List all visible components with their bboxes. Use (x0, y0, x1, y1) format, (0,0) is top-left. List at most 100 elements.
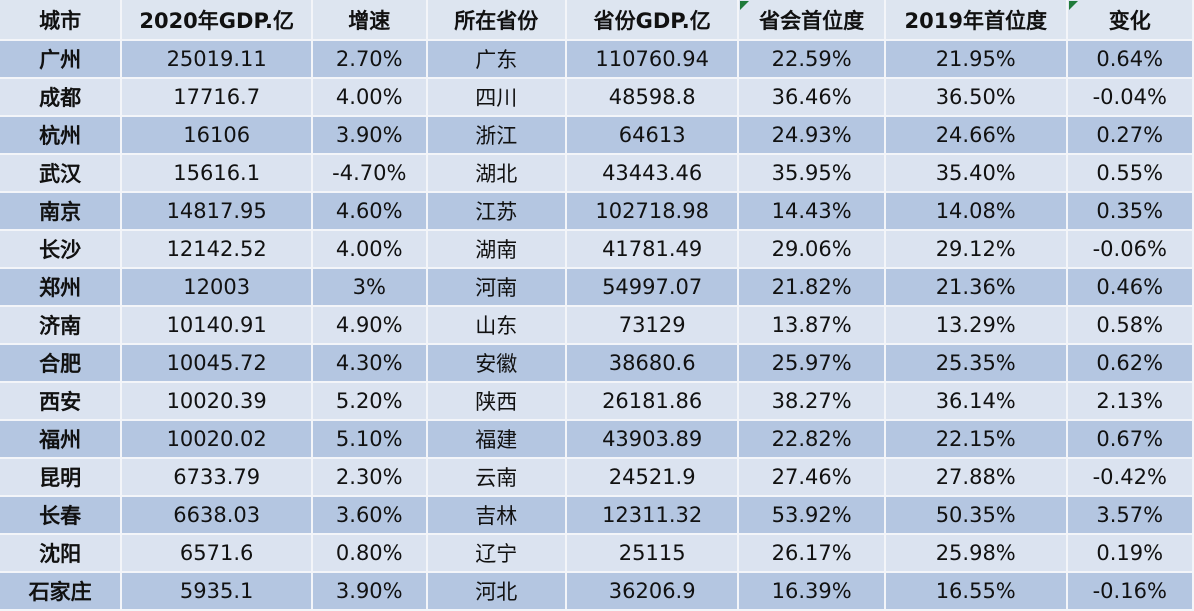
cell-province-gdp: 41781.49 (566, 231, 738, 267)
cell-city: 福州 (0, 421, 121, 457)
header-gdp-2020: 2020年GDP.亿 (122, 0, 311, 39)
cell-city: 合肥 (0, 345, 121, 381)
cell-city: 昆明 (0, 459, 121, 495)
cell-growth: 5.10% (312, 421, 426, 457)
cell-primacy: 24.93% (739, 117, 884, 153)
table-row: 沈阳 6571.6 0.80% 辽宁 25115 26.17% 25.98% 0.19% (0, 535, 1192, 571)
cell-primacy-2019: 16.55% (885, 573, 1066, 609)
cell-city: 南京 (0, 193, 121, 229)
cell-primacy-2019: 25.98% (885, 535, 1066, 571)
cell-growth: 2.70% (312, 41, 426, 77)
table-row: 石家庄 5935.1 3.90% 河北 36206.9 16.39% 16.55% -0.16… (0, 573, 1192, 609)
cell-city: 武汉 (0, 155, 121, 191)
cell-primacy: 16.39% (739, 573, 884, 609)
cell-primacy: 22.59% (739, 41, 884, 77)
cell-gdp-2020: 10140.91 (122, 307, 311, 343)
cell-primacy: 35.95% (739, 155, 884, 191)
cell-change: 0.46% (1067, 269, 1192, 305)
cell-growth: 3% (312, 269, 426, 305)
cell-province: 云南 (427, 459, 565, 495)
cell-gdp-2020: 10020.39 (122, 383, 311, 419)
cell-primacy-2019: 14.08% (885, 193, 1066, 229)
cell-primacy-2019: 22.15% (885, 421, 1066, 457)
cell-change: 0.67% (1067, 421, 1192, 457)
cell-growth: 0.80% (312, 535, 426, 571)
cell-province-gdp: 54997.07 (566, 269, 738, 305)
cell-province: 吉林 (427, 497, 565, 533)
header-growth: 增速 (312, 0, 426, 39)
table-row: 郑州 12003 3% 河南 54997.07 21.82% 21.36% 0.46% (0, 269, 1192, 305)
cell-change: -0.16% (1067, 573, 1192, 609)
cell-province: 江苏 (427, 193, 565, 229)
cell-primacy-2019: 27.88% (885, 459, 1066, 495)
cell-province: 安徽 (427, 345, 565, 381)
cell-primacy-2019: 25.35% (885, 345, 1066, 381)
cell-province: 福建 (427, 421, 565, 457)
header-change: 变化 (1067, 0, 1192, 39)
cell-change: 0.55% (1067, 155, 1192, 191)
cell-province-gdp: 43443.46 (566, 155, 738, 191)
cell-change: -0.06% (1067, 231, 1192, 267)
table-row: 合肥 10045.72 4.30% 安徽 38680.6 25.97% 25.35% 0.62… (0, 345, 1192, 381)
cell-province-gdp: 24521.9 (566, 459, 738, 495)
cell-change: -0.42% (1067, 459, 1192, 495)
cell-primacy: 38.27% (739, 383, 884, 419)
cell-growth: 3.90% (312, 573, 426, 609)
cell-growth: 4.60% (312, 193, 426, 229)
cell-growth: 3.90% (312, 117, 426, 153)
table-row: 南京 14817.95 4.60% 江苏 102718.98 14.43% 14.08% 0.… (0, 193, 1192, 229)
cell-gdp-2020: 12003 (122, 269, 311, 305)
cell-gdp-2020: 10020.02 (122, 421, 311, 457)
cell-gdp-2020: 12142.52 (122, 231, 311, 267)
cell-primacy-2019: 21.95% (885, 41, 1066, 77)
cell-province-gdp: 43903.89 (566, 421, 738, 457)
header-primacy: 省会首位度 (739, 0, 884, 39)
cell-primacy-2019: 36.50% (885, 79, 1066, 115)
cell-primacy-2019: 50.35% (885, 497, 1066, 533)
cell-change: 0.19% (1067, 535, 1192, 571)
header-primacy-2019: 2019年首位度 (885, 0, 1066, 39)
cell-primacy: 14.43% (739, 193, 884, 229)
cell-city: 石家庄 (0, 573, 121, 609)
cell-city: 广州 (0, 41, 121, 77)
header-city: 城市 (0, 0, 121, 39)
cell-city: 沈阳 (0, 535, 121, 571)
cell-city: 济南 (0, 307, 121, 343)
cell-primacy: 26.17% (739, 535, 884, 571)
cell-primacy: 13.87% (739, 307, 884, 343)
cell-province: 浙江 (427, 117, 565, 153)
cell-change: 0.58% (1067, 307, 1192, 343)
cell-primacy-2019: 13.29% (885, 307, 1066, 343)
cell-province: 陕西 (427, 383, 565, 419)
cell-province: 山东 (427, 307, 565, 343)
cell-growth: 4.90% (312, 307, 426, 343)
cell-primacy-2019: 24.66% (885, 117, 1066, 153)
cell-gdp-2020: 15616.1 (122, 155, 311, 191)
cell-growth: 4.00% (312, 79, 426, 115)
cell-province-gdp: 110760.94 (566, 41, 738, 77)
cell-city: 郑州 (0, 269, 121, 305)
cell-primacy-2019: 36.14% (885, 383, 1066, 419)
header-row: 城市 2020年GDP.亿 增速 所在省份 省份GDP.亿 省会首位度 2019… (0, 0, 1192, 39)
cell-province: 河北 (427, 573, 565, 609)
cell-province-gdp: 36206.9 (566, 573, 738, 609)
cell-change: 0.64% (1067, 41, 1192, 77)
cell-primacy: 22.82% (739, 421, 884, 457)
cell-change: 2.13% (1067, 383, 1192, 419)
cell-city: 杭州 (0, 117, 121, 153)
cell-province-gdp: 64613 (566, 117, 738, 153)
cell-growth: 5.20% (312, 383, 426, 419)
cell-city: 西安 (0, 383, 121, 419)
cell-primacy: 36.46% (739, 79, 884, 115)
cell-gdp-2020: 6638.03 (122, 497, 311, 533)
header-province: 所在省份 (427, 0, 565, 39)
cell-growth: -4.70% (312, 155, 426, 191)
cell-city: 长春 (0, 497, 121, 533)
cell-primacy-2019: 35.40% (885, 155, 1066, 191)
cell-province-gdp: 38680.6 (566, 345, 738, 381)
cell-change: 0.62% (1067, 345, 1192, 381)
cell-growth: 2.30% (312, 459, 426, 495)
cell-primacy-2019: 21.36% (885, 269, 1066, 305)
comment-marker-icon (1068, 1, 1078, 10)
